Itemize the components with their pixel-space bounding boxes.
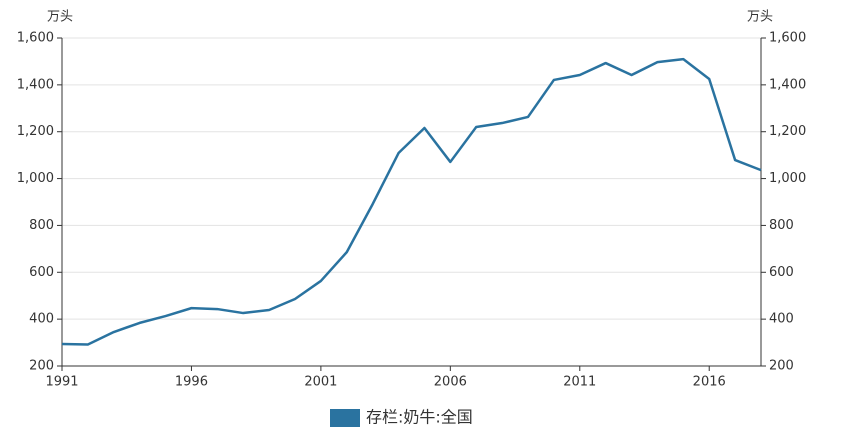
y2-axis-unit: 万头 [747,10,773,25]
x-tick-label: 2006 [434,375,467,390]
y-tick-label: 1,600 [17,31,54,46]
y-tick-label: 200 [29,359,54,374]
y-tick-label: 1,200 [17,124,54,139]
y2-tick-label: 1,600 [769,31,806,46]
x-tick-label: 1996 [175,375,208,390]
y2-tick-label: 200 [769,359,794,374]
y-tick-label: 1,000 [17,171,54,186]
y2-tick-label: 1,400 [769,77,806,92]
y-tick-label: 600 [29,265,54,280]
y-tick-label: 800 [29,218,54,233]
y-tick-label: 400 [29,312,54,327]
x-tick-label: 2001 [304,375,337,390]
y2-tick-label: 1,200 [769,124,806,139]
legend-label: 存栏:奶牛:全国 [366,408,473,427]
y2-tick-label: 400 [769,312,794,327]
y2-tick-label: 600 [769,265,794,280]
y-tick-label: 1,400 [17,77,54,92]
legend-swatch [330,409,360,427]
data-line [61,57,762,346]
x-tick-label: 2016 [693,375,726,390]
x-tick-label: 2011 [563,375,596,390]
y2-tick-label: 1,000 [769,171,806,186]
y-axis-unit: 万头 [47,10,73,25]
y2-tick-label: 800 [769,218,794,233]
x-tick-label: 1991 [45,375,78,390]
